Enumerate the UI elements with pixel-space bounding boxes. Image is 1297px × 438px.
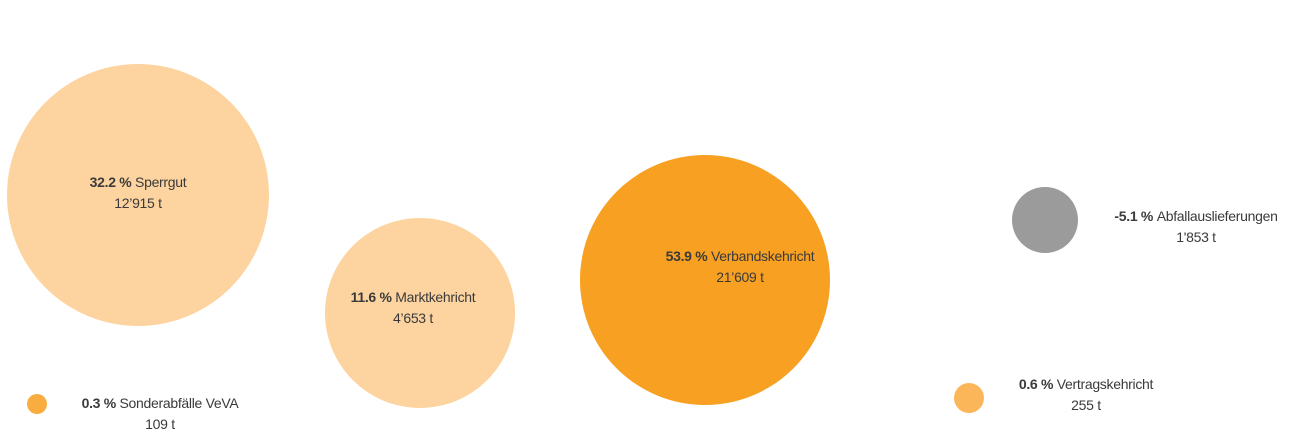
category-label: Sperrgut bbox=[135, 174, 187, 190]
bubble bbox=[325, 218, 515, 408]
bubble-label: 32.2 % Sperrgut bbox=[90, 174, 187, 190]
bubble-label: 0.6 % Vertragskehricht bbox=[1019, 376, 1154, 392]
percent-label: 0.3 % bbox=[82, 395, 117, 411]
percent-label: 0.6 % bbox=[1019, 376, 1054, 392]
tonnage-label: 21’609 t bbox=[716, 269, 764, 285]
bubble-label: 0.3 % Sonderabfälle VeVA bbox=[82, 395, 240, 411]
percent-label: -5.1 % bbox=[1114, 208, 1154, 224]
category-label: Abfallauslieferungen bbox=[1157, 208, 1278, 224]
bubble bbox=[7, 64, 269, 326]
tonnage-label: 109 t bbox=[145, 416, 175, 432]
category-label: Sonderabfälle VeVA bbox=[120, 395, 240, 411]
percent-label: 53.9 % bbox=[666, 248, 709, 264]
bubble bbox=[27, 394, 47, 414]
tonnage-label: 255 t bbox=[1071, 397, 1101, 413]
bubble bbox=[1012, 187, 1078, 253]
bubble bbox=[580, 155, 830, 405]
category-label: Verbandskehricht bbox=[711, 248, 815, 264]
bubble-label: 53.9 % Verbandskehricht bbox=[666, 248, 815, 264]
category-label: Vertragskehricht bbox=[1057, 376, 1154, 392]
tonnage-label: 1'853 t bbox=[1176, 229, 1216, 245]
bubble-label: 11.6 % Marktkehricht bbox=[351, 289, 476, 305]
tonnage-label: 12’915 t bbox=[114, 195, 162, 211]
percent-label: 11.6 % bbox=[351, 289, 393, 305]
percent-label: 32.2 % bbox=[90, 174, 133, 190]
category-label: Marktkehricht bbox=[395, 289, 476, 305]
bubble bbox=[954, 383, 984, 413]
tonnage-label: 4’653 t bbox=[393, 310, 433, 326]
bubble-label: -5.1 % Abfallauslieferungen bbox=[1114, 208, 1277, 224]
